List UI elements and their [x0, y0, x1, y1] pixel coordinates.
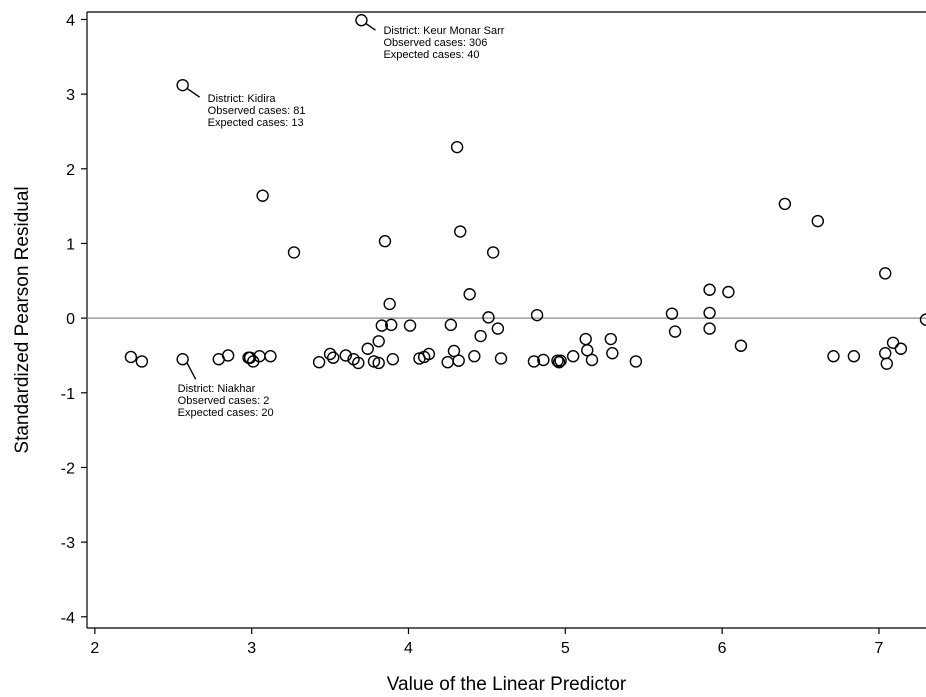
annotation-text: Observed cases: 306: [383, 37, 487, 49]
x-tick-label: 5: [561, 640, 570, 657]
data-point: [580, 334, 591, 345]
data-point: [670, 326, 681, 337]
data-point: [464, 289, 475, 300]
x-tick-label: 2: [90, 640, 99, 657]
y-tick-label: 0: [66, 311, 75, 328]
data-point: [704, 307, 715, 318]
data-point: [735, 340, 746, 351]
data-point: [125, 351, 136, 362]
data-point: [880, 348, 891, 359]
data-point: [136, 356, 147, 367]
annotation-text: Expected cases: 20: [178, 407, 274, 419]
annotation-text: Expected cases: 13: [208, 117, 304, 129]
data-point: [387, 354, 398, 365]
data-point: [362, 343, 373, 354]
data-point: [704, 284, 715, 295]
data-point: [177, 80, 188, 91]
annotation-leader-line: [187, 88, 200, 97]
x-tick-label: 3: [247, 640, 256, 657]
x-tick-label: 7: [875, 640, 884, 657]
y-tick-label: 2: [66, 162, 75, 179]
data-point: [483, 312, 494, 323]
data-point: [405, 320, 416, 331]
annotation-text: District: Niakhar: [178, 383, 256, 395]
data-point: [442, 357, 453, 368]
y-axis-title: Standardized Pearson Residual: [12, 186, 33, 453]
y-tick-label: 4: [66, 12, 75, 29]
annotation-leader-line: [365, 23, 375, 30]
data-point: [379, 236, 390, 247]
data-point: [453, 355, 464, 366]
data-point: [723, 287, 734, 298]
annotation-text: District: Keur Monar Sarr: [383, 25, 504, 37]
data-point: [586, 354, 597, 365]
data-point: [492, 323, 503, 334]
annotation-leader-line: [187, 362, 196, 379]
data-point: [921, 314, 926, 325]
data-point: [488, 247, 499, 258]
data-point: [779, 198, 790, 209]
data-point: [888, 337, 899, 348]
x-tick-label: 4: [404, 640, 413, 657]
data-points: [125, 15, 926, 369]
x-tick-label: 6: [718, 640, 727, 657]
data-point: [452, 142, 463, 153]
data-point: [895, 343, 906, 354]
x-axis: 2 3 4 5 6 7: [90, 628, 883, 657]
y-tick-label: -1: [61, 386, 75, 403]
data-point: [828, 351, 839, 362]
data-point: [496, 353, 507, 364]
data-point: [314, 357, 325, 368]
data-point: [848, 351, 859, 362]
data-point: [469, 351, 480, 362]
data-point: [445, 319, 456, 330]
data-point: [257, 190, 268, 201]
y-tick-label: 1: [66, 236, 75, 253]
annotation-text: Expected cases: 40: [383, 49, 479, 61]
data-point: [568, 351, 579, 362]
x-axis-title: Value of the Linear Predictor: [387, 674, 627, 695]
y-tick-label: -3: [61, 535, 75, 552]
data-point: [880, 268, 891, 279]
data-point: [630, 356, 641, 367]
data-point: [881, 358, 892, 369]
y-tick-label: 3: [66, 87, 75, 104]
data-point: [475, 331, 486, 342]
data-point: [605, 334, 616, 345]
y-axis: 4 3 2 1 0 -1 -2 -3 -4: [61, 12, 87, 626]
data-point: [265, 351, 276, 362]
data-point: [356, 15, 367, 26]
data-point: [704, 323, 715, 334]
data-point: [373, 336, 384, 347]
data-point: [812, 216, 823, 227]
annotation-text: District: Kidira: [208, 93, 277, 105]
data-point: [532, 310, 543, 321]
data-point: [289, 247, 300, 258]
data-point: [384, 298, 395, 309]
data-point: [223, 350, 234, 361]
data-point: [607, 348, 618, 359]
annotation-text: Observed cases: 81: [208, 105, 306, 117]
y-tick-label: -2: [61, 460, 75, 477]
y-tick-label: -4: [61, 610, 75, 627]
data-point: [455, 226, 466, 237]
annotation-text: Observed cases: 2: [178, 395, 270, 407]
